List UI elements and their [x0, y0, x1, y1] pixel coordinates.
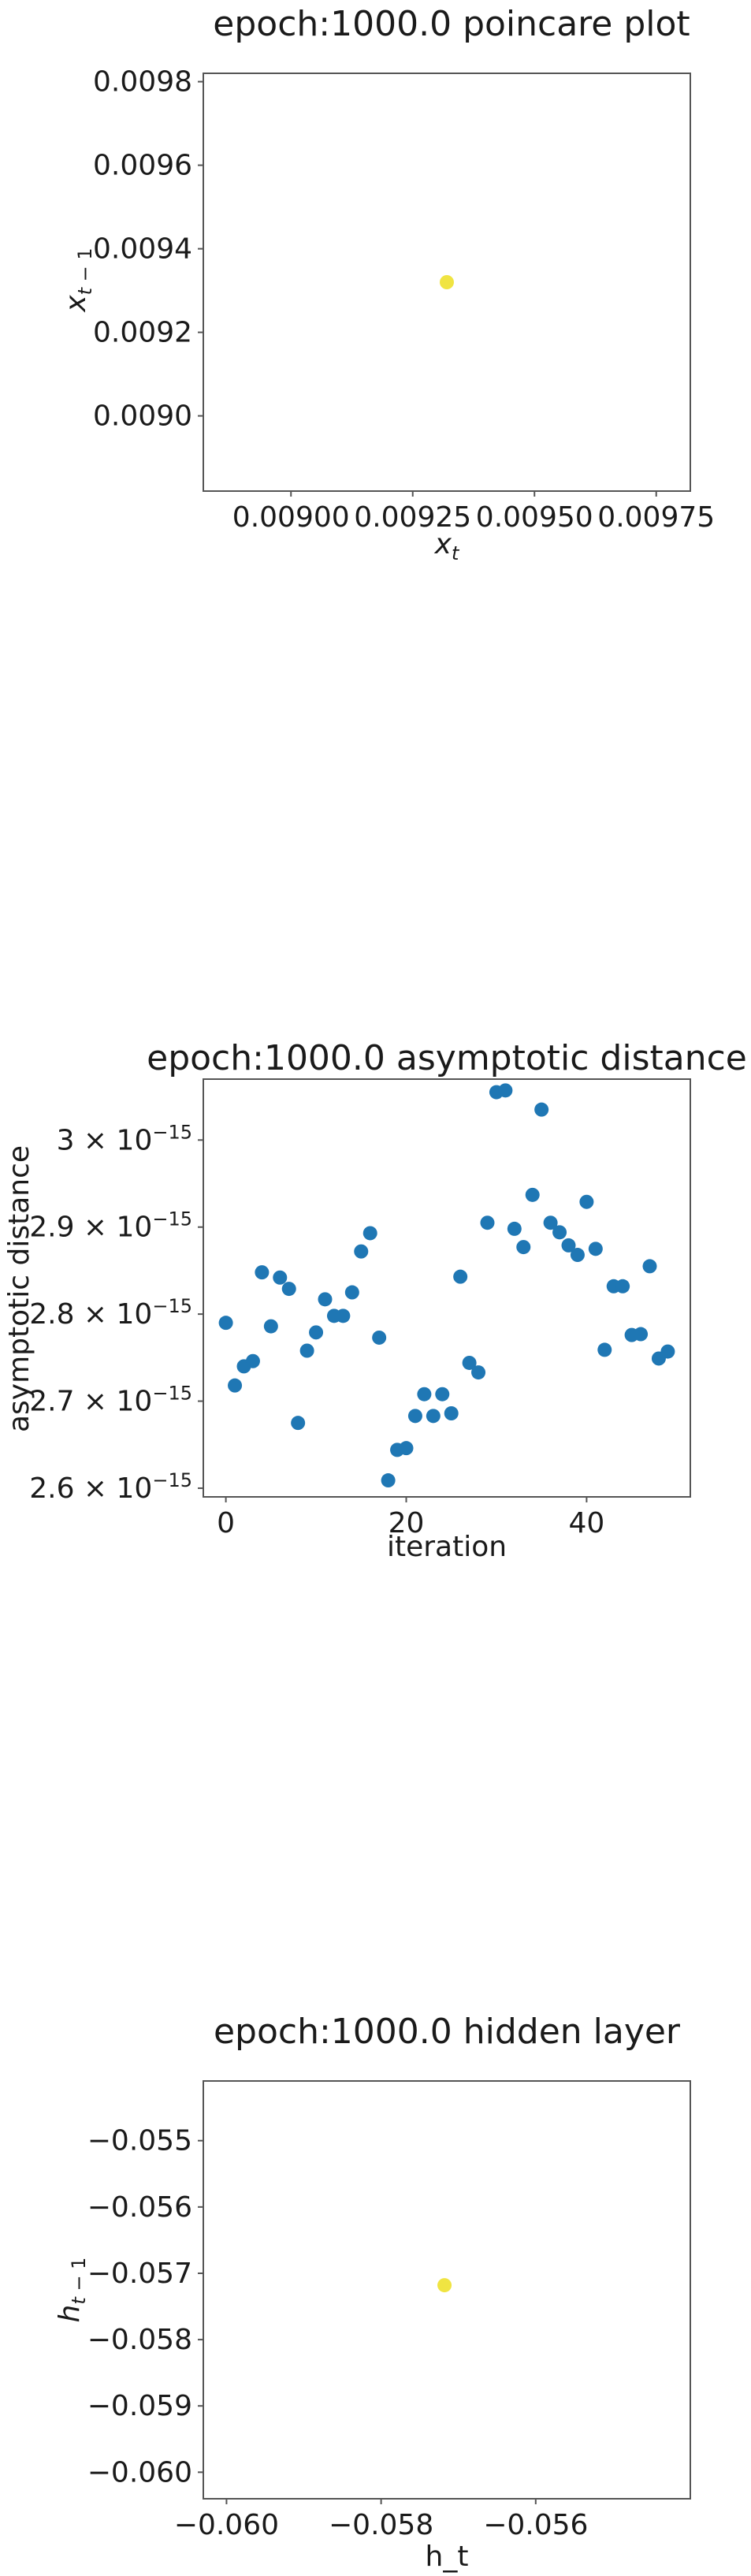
x-tick-label: 0.00925: [354, 501, 471, 534]
y-tick-label: −0.056: [87, 2191, 192, 2224]
data-point: [362, 1226, 377, 1241]
y-ticks: 0.0090 0.0092 0.0094 0.0096 0.0098: [93, 66, 203, 433]
data-point: [255, 1265, 270, 1280]
data-point: [634, 1327, 649, 1342]
data-point: [561, 1238, 576, 1253]
data-point: [381, 1473, 396, 1488]
x-axis-label: xt: [434, 528, 460, 564]
y-tick-label: −0.060: [87, 2456, 192, 2489]
data-point: [228, 1378, 243, 1393]
data-point: [299, 1343, 314, 1358]
y-tick-label: 0.0092: [93, 317, 192, 349]
x-ticks: −0.060 −0.058 −0.056: [174, 2499, 588, 2541]
data-point: [453, 1269, 468, 1284]
x-tick-label: 20: [389, 1507, 425, 1539]
data-point: [245, 1353, 260, 1368]
y-tick-label: −0.055: [87, 2125, 192, 2157]
chart-asymptotic-distance: epoch:1000.0 asymptotic distance 2.6 × 1…: [3, 1038, 747, 1563]
x-tick-label: −0.058: [329, 2509, 433, 2541]
data-point: [291, 1416, 306, 1431]
y-tick-label: 0.0094: [93, 233, 192, 266]
data-point: [516, 1240, 531, 1255]
data-point: [435, 1387, 450, 1402]
x-tick-label: 0.00975: [597, 501, 715, 534]
x-tick-label: 0.00900: [232, 501, 350, 534]
data-point: [552, 1225, 567, 1240]
data-point: [417, 1387, 432, 1402]
y-tick-label: −0.057: [87, 2258, 192, 2290]
data-point: [588, 1241, 603, 1256]
data-point: [318, 1292, 333, 1307]
y-axis-label: ht − 1: [54, 2258, 90, 2323]
data-point: [444, 1406, 459, 1420]
x-tick-label: −0.060: [174, 2509, 279, 2541]
plot-frame: [203, 2080, 691, 2500]
data-point: [218, 1316, 233, 1331]
y-ticks: −0.055 −0.056 −0.057 −0.058 −0.059 −0.060: [87, 2125, 203, 2489]
data-point: [354, 1244, 369, 1259]
chart-hidden-layer: epoch:1000.0 hidden layer −0.055−0.056−0…: [54, 2012, 691, 2573]
x-tick-label: 0: [217, 1507, 235, 1539]
x-axis-label: h_t: [426, 2541, 469, 2573]
data-point: [263, 1319, 278, 1334]
data-point: [407, 1409, 422, 1424]
y-tick-label: 0.0098: [93, 66, 192, 99]
chart-title: epoch:1000.0 poincare plot: [213, 4, 690, 44]
data-point: [498, 1083, 513, 1098]
data-point: [642, 1259, 657, 1274]
x-tick-label: 0.00950: [476, 501, 593, 534]
data-points: [440, 275, 454, 289]
data-point: [615, 1279, 630, 1294]
data-point: [525, 1187, 540, 1202]
data-point: [344, 1285, 359, 1300]
y-tick-label: 2.8 × 10−15: [29, 1295, 192, 1331]
data-points: [218, 1083, 675, 1488]
data-point: [437, 2278, 452, 2293]
chart-title: epoch:1000.0 hidden layer: [214, 2012, 681, 2052]
y-tick-label: 2.9 × 10−15: [29, 1208, 192, 1244]
y-tick-label: 2.6 × 10−15: [29, 1469, 192, 1505]
data-point: [534, 1102, 549, 1117]
y-ticks: 2.6 × 10−15 2.7 × 10−15 2.8 × 10−15 2.9 × 1…: [29, 1121, 203, 1505]
data-point: [273, 1270, 288, 1285]
data-point: [281, 1282, 296, 1297]
y-axis-label: asymptotic distance: [3, 1145, 35, 1432]
x-ticks: 0.00900 0.00925 0.00950 0.00975: [232, 491, 715, 534]
data-point: [579, 1194, 594, 1209]
data-point: [440, 275, 454, 289]
y-tick-label: 0.0090: [93, 400, 192, 433]
data-point: [507, 1221, 522, 1236]
x-axis-label: iteration: [387, 1531, 507, 1563]
data-point: [543, 1215, 558, 1230]
chart-title: epoch:1000.0 asymptotic distance: [147, 1038, 747, 1078]
data-point: [480, 1215, 495, 1230]
data-point: [309, 1325, 324, 1340]
data-point: [336, 1308, 351, 1323]
data-point: [570, 1248, 585, 1263]
data-point: [426, 1409, 441, 1424]
data-point: [462, 1355, 477, 1370]
y-tick-label: 3 × 10−15: [57, 1121, 192, 1156]
plot-frame: [203, 73, 691, 492]
x-tick-label: 40: [568, 1507, 604, 1539]
data-point: [372, 1330, 387, 1345]
data-point: [399, 1441, 414, 1456]
data-point: [471, 1365, 486, 1380]
y-tick-label: −0.059: [87, 2390, 192, 2422]
chart-poincare: epoch:1000.0 poincare plot 0.00900.00920…: [60, 4, 715, 564]
y-tick-label: −0.058: [87, 2324, 192, 2356]
y-tick-label: 2.7 × 10−15: [29, 1383, 192, 1418]
plot-frame: [203, 1078, 691, 1498]
data-points: [437, 2278, 452, 2293]
data-point: [597, 1342, 612, 1357]
x-ticks: 0 20 40: [217, 1497, 604, 1539]
x-tick-label: −0.056: [483, 2509, 588, 2541]
y-tick-label: 0.0096: [93, 150, 192, 182]
data-point: [660, 1344, 675, 1359]
y-axis-label: xt − 1: [60, 248, 96, 312]
